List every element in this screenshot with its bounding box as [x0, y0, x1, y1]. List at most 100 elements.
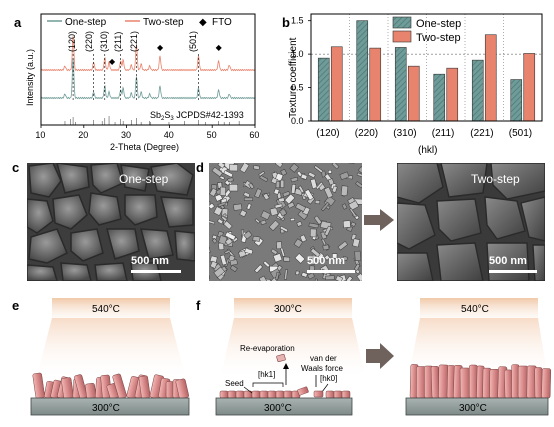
seed-grain: [298, 185, 305, 194]
seed-grain: [209, 246, 211, 254]
seed-grain: [296, 170, 303, 178]
seed-grain: [295, 270, 300, 276]
xrd-chart: (120) (220) (310) (211) (221) (501)◆ ◆◆10 20 30 4…: [25, 13, 259, 152]
vdw-label-line2: Waals force: [301, 364, 343, 373]
category-label: (221): [470, 128, 493, 139]
sem-image-two-step: Two-step 500 nm: [397, 163, 545, 281]
fto-marker-icon: ◆: [199, 17, 207, 28]
seed-grain: [345, 275, 353, 281]
bar-two-step: [446, 67, 459, 122]
seed-grain: [262, 260, 271, 268]
sb2s3-grain-rod: [424, 365, 434, 399]
heater-top: [52, 298, 170, 318]
seed-grain: [209, 260, 218, 269]
seed-grain: [322, 244, 330, 251]
seed-grain: [262, 192, 270, 201]
seed-grain: [284, 193, 296, 205]
seed-grain: [223, 170, 234, 178]
peak-label: (120): [67, 31, 77, 52]
legend-two-step-label: Two-step: [416, 32, 461, 44]
sb2s3-grain-rod: [489, 368, 500, 399]
texture-ylabel: Texture coefficient: [288, 37, 299, 118]
sb2s3-grain-rod: [497, 366, 508, 399]
seed-grain: [219, 186, 226, 196]
seed-grain: [279, 225, 289, 233]
seed-grain: [259, 175, 269, 183]
seed-grain: [243, 197, 254, 201]
seed-grain: [331, 163, 340, 170]
peak-label: (220): [84, 31, 94, 52]
seed-grain: [308, 222, 319, 229]
bar-two-step: [330, 46, 343, 122]
seed-grain: [293, 238, 303, 248]
seed-grain: [337, 240, 348, 251]
texture-chart: (120) (220) (310) (211) (221) (501) 0.0 0.5 1.0 1…: [288, 13, 543, 156]
seed-grain: [211, 238, 218, 244]
seed-grain: [324, 225, 332, 237]
sb2s3-grain-rod: [468, 364, 478, 399]
seed-grain: [243, 230, 253, 240]
seed-grain: [209, 202, 215, 210]
heater-top: [234, 298, 352, 318]
seed-grain: [217, 218, 224, 225]
sb2s3-grain-rod: [446, 365, 456, 399]
legend-one-step-label: One-step: [65, 17, 107, 28]
bar-one-step: [317, 57, 330, 122]
seed-grain: [335, 275, 344, 281]
sb2s3-grain-rod: [50, 379, 62, 399]
sb2s3-grain-rod: [57, 376, 70, 399]
xrd-reference-label: Sb2S3 JCPDS#42-1393: [150, 110, 244, 122]
seed-grain: [254, 188, 263, 199]
sb2s3-grain-rod: [44, 380, 55, 399]
vdw-label-line1: van der: [310, 354, 337, 363]
sb2s3-grain-rod: [149, 374, 164, 399]
seed-grain: [209, 187, 218, 197]
sb2s3-grain-rod: [85, 383, 97, 399]
x-tick-label: 40: [164, 130, 174, 140]
sem-image-seed-layer: 500 nm: [209, 163, 362, 281]
seed-grain: [349, 207, 358, 218]
sb2s3-grain-rod: [72, 378, 83, 399]
legend-fto-label: FTO: [212, 17, 232, 28]
sb2s3-grain-rod: [526, 365, 537, 399]
sb2s3-grain-rod: [32, 372, 45, 399]
seed-grain-rod: [325, 390, 335, 399]
seed-grain: [342, 255, 348, 262]
seed-grain: [246, 203, 252, 210]
seed-grain: [315, 181, 324, 190]
reevaporation-arrow-head: [283, 363, 289, 369]
seed-grain: [301, 271, 308, 278]
hk0-label: [hk0]: [320, 374, 337, 383]
sb2s3-grain-rod: [95, 377, 105, 399]
seed-grain: [254, 264, 263, 274]
seed-grain-rod: [219, 390, 229, 399]
bar-one-step: [356, 20, 369, 122]
category-label: (501): [509, 128, 532, 139]
sb2s3-grain-rod: [112, 373, 127, 399]
x-tick-label: 20: [78, 130, 88, 140]
seed-grain: [307, 272, 315, 280]
sb2s3-grain-rod: [409, 364, 419, 399]
fto-marker-icon: ◆: [157, 43, 164, 52]
seed-grain: [238, 249, 247, 258]
bar-two-step: [484, 34, 497, 122]
substrate: [405, 397, 549, 416]
sb2s3-grain-rod: [438, 364, 449, 399]
sb2s3-grain-rod: [100, 374, 112, 399]
seed-grain: [213, 266, 226, 278]
seed-grain: [291, 183, 296, 194]
seed-grain: [354, 250, 362, 262]
seed-grain: [313, 165, 324, 174]
sb2s3-grain-rod: [134, 374, 148, 399]
seed-grain: [295, 202, 307, 212]
sb2s3-grain-rod: [476, 365, 485, 399]
xrd-xlabel: 2-Theta (Degree): [110, 142, 179, 152]
y-tick-label: 1.0: [291, 49, 304, 59]
seed-grain: [338, 257, 343, 263]
seed-grain: [290, 217, 296, 222]
sb2s3-grain-rod: [106, 383, 120, 400]
sb2s3-grain-rod: [534, 367, 543, 399]
seed-grain: [296, 221, 303, 227]
xrd-ylabel: Intensity (a.u.): [25, 49, 35, 106]
sb2s3-grain-rod: [165, 381, 175, 399]
